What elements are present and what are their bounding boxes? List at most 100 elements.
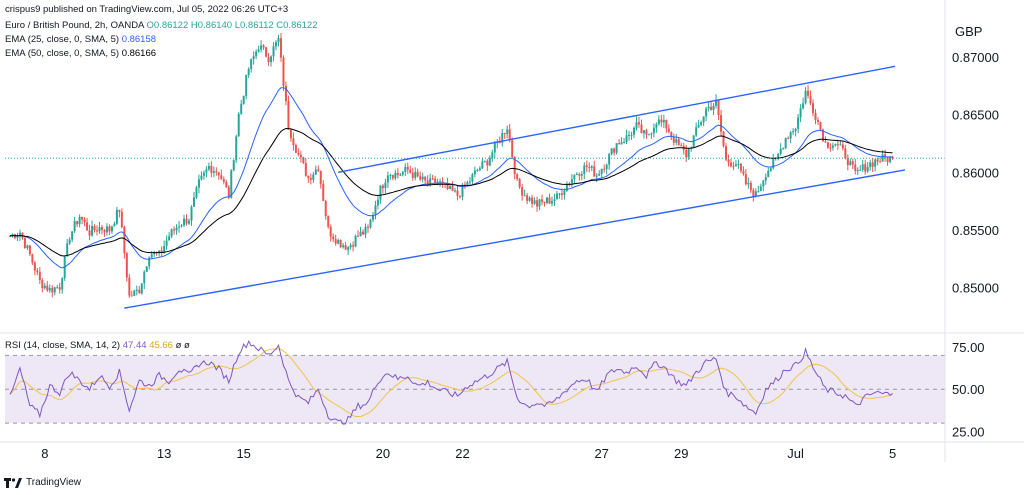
- candle-body[interactable]: [153, 252, 156, 255]
- candle-body[interactable]: [192, 197, 195, 207]
- candle-body[interactable]: [414, 171, 417, 178]
- candle-body[interactable]: [695, 127, 698, 136]
- candle-body[interactable]: [28, 245, 31, 255]
- candle-body[interactable]: [113, 223, 116, 227]
- candle-body[interactable]: [23, 237, 26, 249]
- candle-body[interactable]: [332, 236, 335, 240]
- candle-body[interactable]: [426, 180, 429, 185]
- candle-body[interactable]: [503, 133, 506, 135]
- candle-body[interactable]: [133, 290, 136, 296]
- candle-body[interactable]: [11, 234, 14, 236]
- candle-body[interactable]: [135, 289, 138, 291]
- candle-body[interactable]: [337, 240, 340, 244]
- channel-upper-line[interactable]: [338, 65, 896, 173]
- candle-body[interactable]: [81, 216, 84, 220]
- candle-body[interactable]: [744, 174, 747, 185]
- candle-body[interactable]: [727, 159, 730, 163]
- candle-body[interactable]: [881, 154, 884, 162]
- candle-body[interactable]: [585, 165, 588, 167]
- candle-body[interactable]: [849, 161, 852, 166]
- candle-body[interactable]: [804, 90, 807, 104]
- candle-body[interactable]: [506, 129, 509, 134]
- candle-body[interactable]: [257, 49, 260, 52]
- candle-body[interactable]: [854, 164, 857, 171]
- candle-body[interactable]: [538, 199, 541, 207]
- candle-body[interactable]: [672, 136, 675, 143]
- candle-body[interactable]: [163, 246, 166, 253]
- rsi-line[interactable]: [9, 339, 893, 425]
- candle-body[interactable]: [468, 181, 471, 183]
- candle-body[interactable]: [734, 164, 737, 167]
- candle-body[interactable]: [347, 247, 350, 250]
- candle-body[interactable]: [647, 134, 650, 136]
- candle-body[interactable]: [757, 191, 760, 193]
- candle-body[interactable]: [737, 163, 740, 165]
- candle-body[interactable]: [197, 179, 200, 188]
- candle-body[interactable]: [98, 227, 101, 232]
- candle-body[interactable]: [615, 143, 618, 153]
- candle-body[interactable]: [700, 122, 703, 126]
- candle-body[interactable]: [36, 270, 39, 273]
- candle-body[interactable]: [319, 171, 322, 184]
- candle-body[interactable]: [570, 179, 573, 184]
- candle-body[interactable]: [130, 295, 133, 297]
- candle-body[interactable]: [277, 38, 280, 43]
- candle-body[interactable]: [108, 226, 111, 232]
- candle-body[interactable]: [605, 164, 608, 170]
- candle-body[interactable]: [215, 171, 218, 173]
- candle-body[interactable]: [205, 169, 208, 173]
- candle-body[interactable]: [486, 160, 489, 166]
- candle-body[interactable]: [339, 240, 342, 248]
- candle-body[interactable]: [180, 225, 183, 227]
- candle-body[interactable]: [528, 197, 531, 201]
- candle-body[interactable]: [279, 38, 282, 58]
- candle-body[interactable]: [712, 105, 715, 110]
- candle-body[interactable]: [43, 285, 46, 289]
- candle-body[interactable]: [78, 216, 81, 225]
- candle-body[interactable]: [720, 115, 723, 132]
- candle-body[interactable]: [207, 165, 210, 170]
- candle-body[interactable]: [635, 122, 638, 128]
- candle-body[interactable]: [742, 170, 745, 175]
- candle-body[interactable]: [302, 157, 305, 163]
- candle-body[interactable]: [812, 103, 815, 114]
- candle-body[interactable]: [725, 146, 727, 160]
- candle-body[interactable]: [657, 119, 660, 125]
- candle-body[interactable]: [521, 187, 524, 196]
- candle-body[interactable]: [792, 131, 795, 133]
- candle-body[interactable]: [227, 187, 230, 198]
- candle-body[interactable]: [250, 59, 253, 70]
- candle-body[interactable]: [824, 141, 827, 143]
- candle-body[interactable]: [454, 190, 457, 192]
- candle-body[interactable]: [722, 131, 725, 147]
- candle-body[interactable]: [66, 243, 69, 257]
- candle-body[interactable]: [195, 187, 198, 198]
- candle-body[interactable]: [386, 175, 389, 183]
- candle-body[interactable]: [593, 166, 596, 177]
- candle-body[interactable]: [91, 225, 94, 236]
- candle-body[interactable]: [178, 226, 181, 228]
- candle-body[interactable]: [357, 235, 360, 237]
- candle-body[interactable]: [329, 226, 332, 237]
- candle-body[interactable]: [260, 45, 263, 50]
- rsi-ma-line[interactable]: [9, 348, 893, 418]
- candle-body[interactable]: [752, 190, 755, 197]
- candle-body[interactable]: [807, 90, 810, 96]
- candle-body[interactable]: [749, 182, 752, 191]
- rsi-pane[interactable]: [5, 339, 945, 425]
- candle-body[interactable]: [123, 227, 126, 254]
- candle-body[interactable]: [501, 133, 504, 143]
- candle-body[interactable]: [394, 172, 397, 179]
- candle-body[interactable]: [16, 235, 19, 238]
- candle-body[interactable]: [483, 160, 486, 162]
- candle-body[interactable]: [170, 229, 173, 237]
- candle-body[interactable]: [449, 185, 452, 190]
- candle-body[interactable]: [71, 231, 74, 240]
- candle-body[interactable]: [645, 130, 648, 135]
- candle-body[interactable]: [399, 174, 402, 176]
- candle-body[interactable]: [600, 168, 603, 174]
- candle-body[interactable]: [493, 142, 496, 153]
- candle-body[interactable]: [481, 161, 484, 169]
- candle-body[interactable]: [874, 159, 877, 167]
- candle-body[interactable]: [51, 287, 54, 293]
